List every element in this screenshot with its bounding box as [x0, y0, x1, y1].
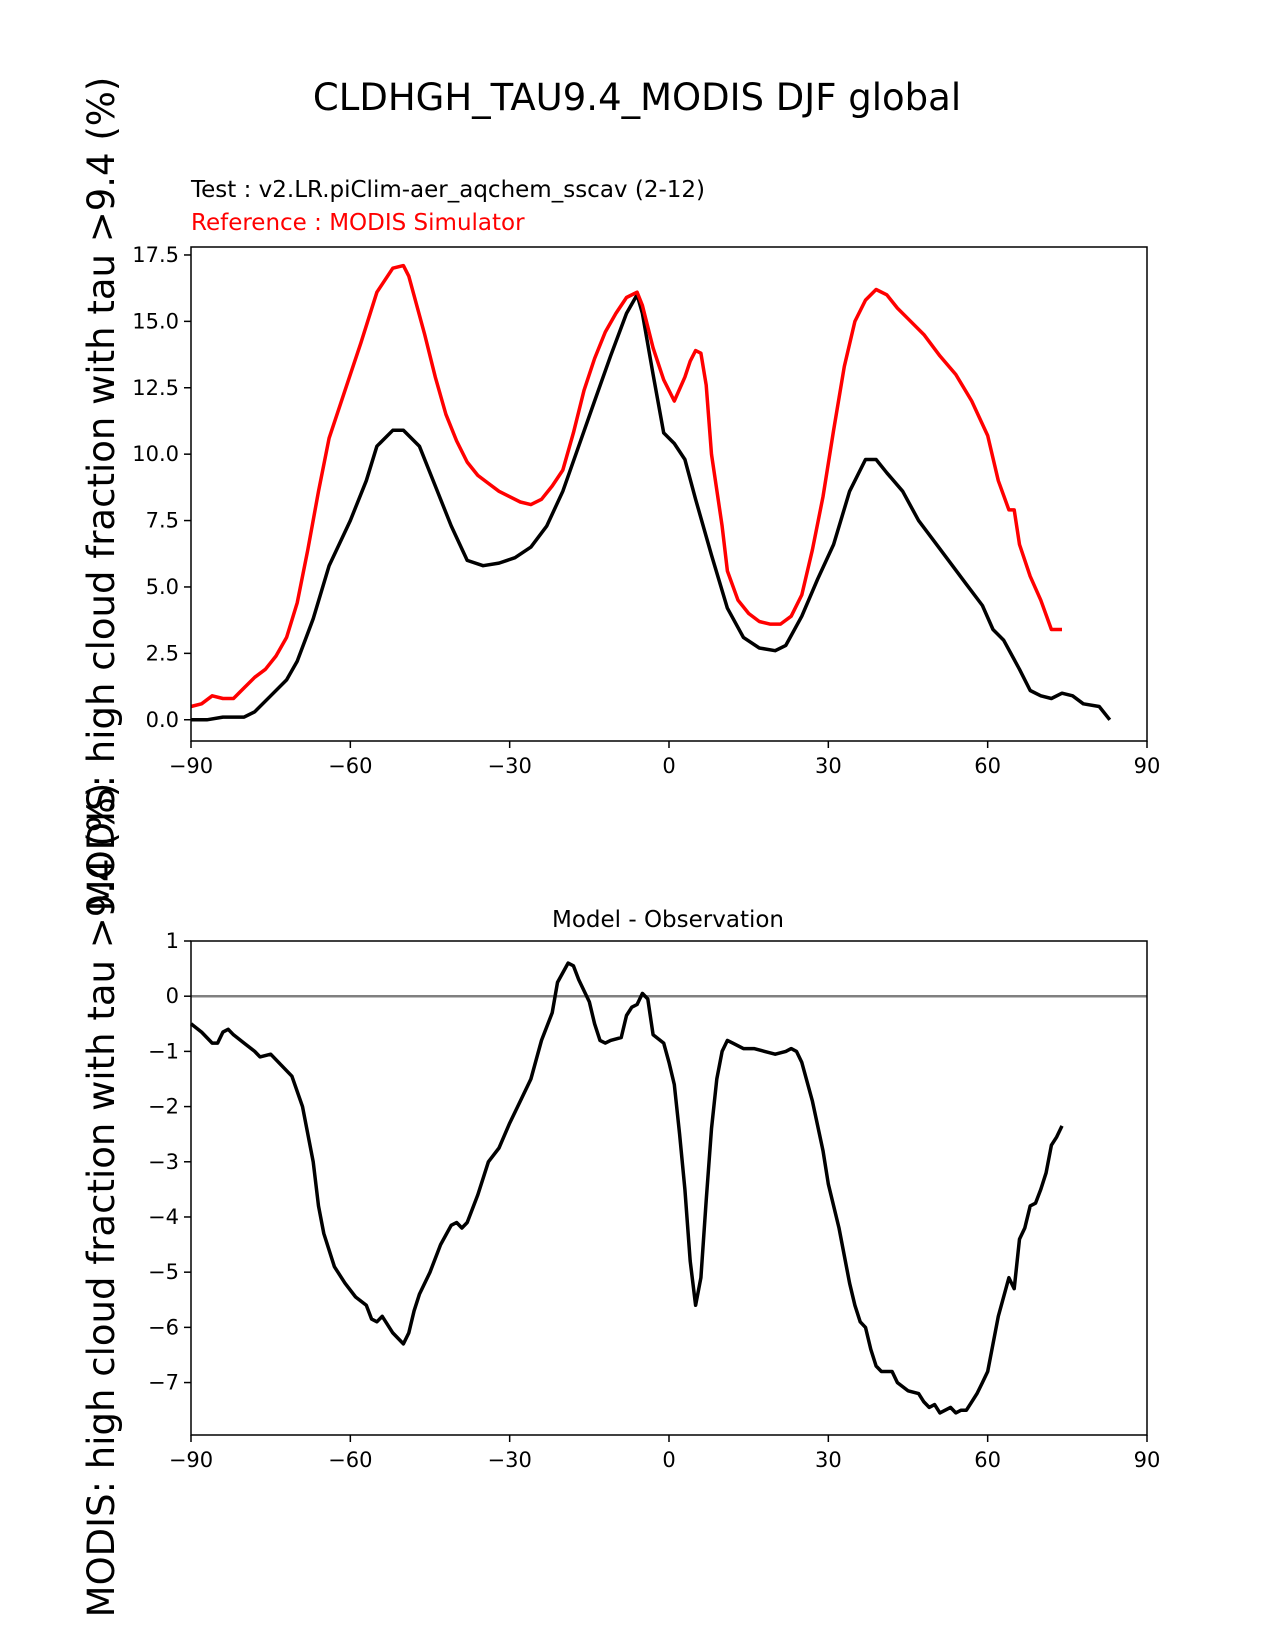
top-panel: Test : v2.LR.piClim-aer_aqchem_sscav (2-… — [80, 77, 1160, 912]
bottom-y-tick-label: −3 — [148, 1150, 179, 1174]
bottom-y-tick-label: −7 — [148, 1371, 179, 1395]
top-x-tick-label: −90 — [169, 754, 213, 778]
bottom-y-tick-label: −1 — [148, 1039, 179, 1063]
bottom-y-tick-label: −6 — [148, 1315, 179, 1339]
bottom-x-tick-label: 60 — [974, 1448, 1001, 1472]
top-x-tick-label: 60 — [974, 754, 1001, 778]
top-y-tick-label: 0.0 — [146, 708, 179, 732]
top-y-tick-label: 17.5 — [132, 243, 179, 267]
bottom-y-tick-label: 0 — [166, 984, 179, 1008]
top-plot-area: −90 −60 −30 0 30 60 90 0.0 2.5 5.0 7.5 10.0 12.5 15.0… — [132, 243, 1160, 778]
bottom-y-tick-label: −2 — [148, 1095, 179, 1119]
top-x-tick-label: −60 — [328, 754, 372, 778]
top-y-tick-label: 15.0 — [132, 309, 179, 333]
bottom-x-tick-label: −90 — [169, 1448, 213, 1472]
bottom-x-tick-label: 30 — [815, 1448, 842, 1472]
top-x-tick-label: 0 — [662, 754, 675, 778]
bottom-y-tick-label: −5 — [148, 1260, 179, 1284]
top-y-tick-label: 5.0 — [146, 575, 179, 599]
bottom-x-tick-label: 0 — [662, 1448, 675, 1472]
bottom-x-tick-label: −30 — [488, 1448, 532, 1472]
bottom-axes-frame — [190, 940, 1148, 1436]
bottom-title: Model - Observation — [552, 907, 784, 933]
top-series-line-0 — [191, 293, 1112, 722]
top-series-line-1 — [190, 263, 1062, 709]
top-x-tick-label: 30 — [815, 754, 842, 778]
test-label: Test : v2.LR.piClim-aer_aqchem_sscav (2-… — [190, 177, 705, 203]
top-y-tick-label: 12.5 — [132, 376, 179, 400]
bottom-series-line-0 — [189, 961, 1064, 1415]
figure-title: CLDHGH_TAU9.4_MODIS DJF global — [313, 76, 961, 119]
top-x-tick-label: 90 — [1134, 754, 1161, 778]
bottom-y-axis-label: MODIS: high cloud fraction with tau >9.4… — [80, 783, 123, 1618]
reference-label: Reference : MODIS Simulator — [191, 210, 525, 236]
top-x-tick-label: −30 — [488, 754, 532, 778]
top-y-tick-label: 10.0 — [132, 442, 179, 466]
top-y-tick-label: 2.5 — [146, 641, 179, 665]
bottom-plot-area: −90 −60 −30 0 30 60 90 1 0 −1 −2 −3 −4 −5 −6 −7 — [148, 929, 1160, 1472]
top-y-tick-label: 7.5 — [146, 509, 179, 533]
bottom-x-tick-label: 90 — [1134, 1448, 1161, 1472]
bottom-y-tick-label: 1 — [166, 929, 179, 953]
bottom-panel: Model - Observation MODIS: high cloud fr… — [80, 783, 1160, 1618]
bottom-x-tick-label: −60 — [328, 1448, 372, 1472]
top-y-axis-label: MODIS: high cloud fraction with tau >9.4… — [80, 77, 123, 912]
bottom-y-tick-label: −4 — [148, 1205, 179, 1229]
